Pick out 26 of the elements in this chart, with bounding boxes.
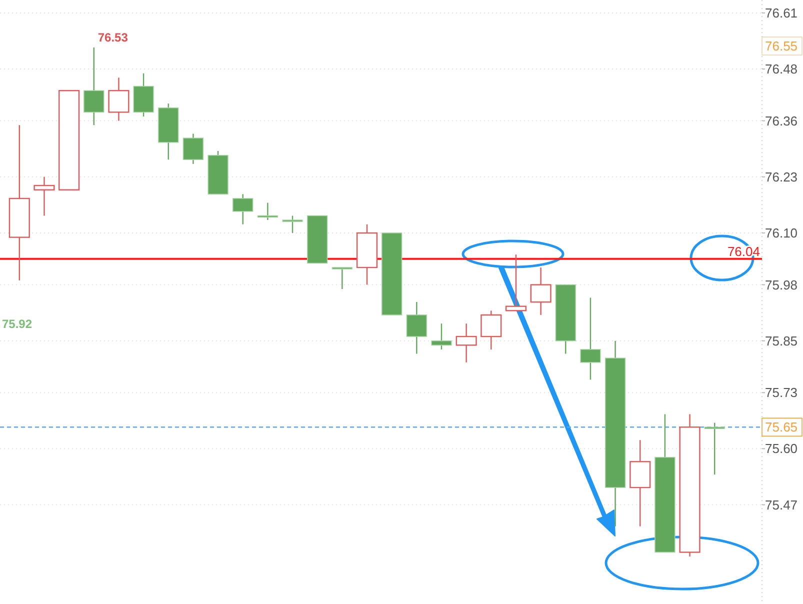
ref-line-label: 75.65: [765, 420, 798, 435]
candlestick: [108, 77, 130, 122]
candlestick: [406, 301, 427, 354]
candlestick: [8, 124, 30, 282]
annotation: 76.53: [98, 30, 128, 44]
y-tick-label: 75.73: [765, 385, 798, 400]
y-tick-label: 76.10: [765, 226, 798, 241]
candlestick: [84, 46, 104, 126]
candlestick: [604, 340, 626, 527]
candlestick: [580, 297, 601, 380]
y-tick-label: 75.47: [765, 497, 798, 512]
y-tick-label: 76.36: [765, 113, 798, 128]
candlestick: [182, 133, 204, 165]
annotation: 75.92: [2, 317, 32, 331]
y-tick-label: 76.23: [765, 169, 798, 184]
candlestick: [630, 439, 651, 527]
y-tick-label: 76.48: [765, 62, 798, 77]
text: 76.55: [765, 38, 798, 54]
candlestick: [34, 176, 55, 216]
y-tick-label: 76.61: [765, 5, 798, 20]
y-tick-label: 75.98: [765, 277, 798, 292]
candlestick: [679, 414, 700, 558]
candlestick: [456, 322, 477, 363]
candlestick: [530, 266, 552, 316]
y-tick-label: 75.85: [765, 333, 798, 348]
y-tick-label: 75.60: [765, 441, 798, 456]
